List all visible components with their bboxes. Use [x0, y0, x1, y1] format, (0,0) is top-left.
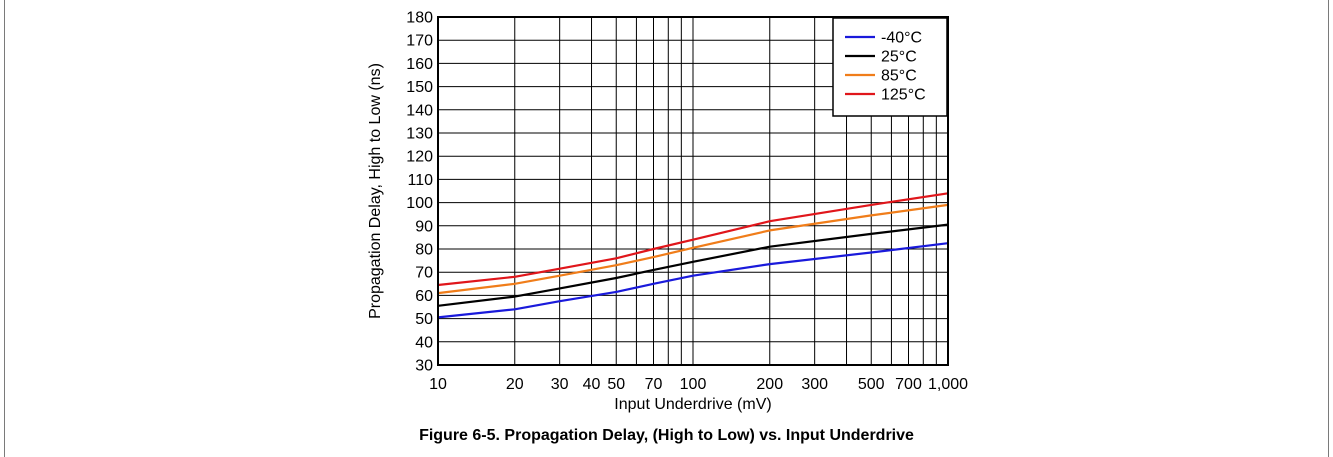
x-tick-label: 100 — [680, 376, 707, 393]
x-tick-label: 40 — [583, 376, 601, 393]
x-tick-labels: 10 20 30 40 50 70 100 200 300 500 700 1,000 — [429, 376, 968, 393]
series-line--40°C — [437, 242, 949, 319]
y-tick-labels: 30 40 50 60 70 80 90 100 110 120 130 140 150 160 170 18… — [406, 10, 433, 375]
y-tick-label: 100 — [406, 195, 433, 212]
series-line-25°C — [437, 223, 949, 307]
y-tick-label: 50 — [415, 311, 433, 328]
y-tick-label: 110 — [407, 172, 433, 189]
y-tick-label: 160 — [406, 56, 433, 73]
legend-label: 125°C — [881, 87, 926, 104]
y-tick-label: 150 — [406, 79, 433, 96]
line-chart: 30 40 50 60 70 80 90 100 110 120 130 140 150 160 170 18… — [367, 10, 968, 414]
x-tick-label: 500 — [858, 376, 885, 393]
y-tick-label: 30 — [415, 358, 433, 375]
legend-label: 85°C — [881, 68, 917, 85]
figure-caption: Figure 6-5. Propagation Delay, (High to … — [419, 427, 914, 444]
y-tick-label: 120 — [406, 149, 433, 166]
legend-label: 25°C — [881, 49, 917, 66]
series-line-125°C — [437, 192, 949, 287]
legend-box — [832, 17, 948, 117]
y-tick-label: 130 — [406, 126, 433, 143]
x-axis-label: Input Underdrive (mV) — [614, 396, 771, 413]
y-tick-label: 140 — [406, 102, 433, 119]
series-lines — [437, 192, 949, 319]
x-tick-label: 1,000 — [928, 376, 968, 393]
legend: -40°C 25°C 85°C 125°C — [832, 17, 948, 117]
x-tick-label: 300 — [801, 376, 828, 393]
y-tick-label: 40 — [415, 334, 433, 351]
y-tick-label: 180 — [406, 10, 433, 27]
y-tick-label: 60 — [415, 288, 433, 305]
x-tick-label: 10 — [429, 376, 447, 393]
x-tick-label: 20 — [506, 376, 524, 393]
y-tick-label: 90 — [415, 218, 433, 235]
y-tick-label: 170 — [406, 33, 433, 50]
x-tick-label: 700 — [895, 376, 922, 393]
x-tick-label: 200 — [756, 376, 783, 393]
legend-label: -40°C — [881, 30, 922, 47]
y-tick-label: 80 — [415, 242, 433, 259]
plot-area-border — [437, 16, 949, 366]
series-line-85°C — [437, 203, 949, 295]
y-tick-label: 70 — [415, 265, 433, 282]
x-tick-label: 30 — [551, 376, 569, 393]
figure-frame — [4, 0, 1329, 457]
y-axis-label: Propagation Delay, High to Low (ns) — [367, 63, 384, 319]
x-tick-label: 70 — [645, 376, 663, 393]
x-tick-label: 50 — [607, 376, 625, 393]
